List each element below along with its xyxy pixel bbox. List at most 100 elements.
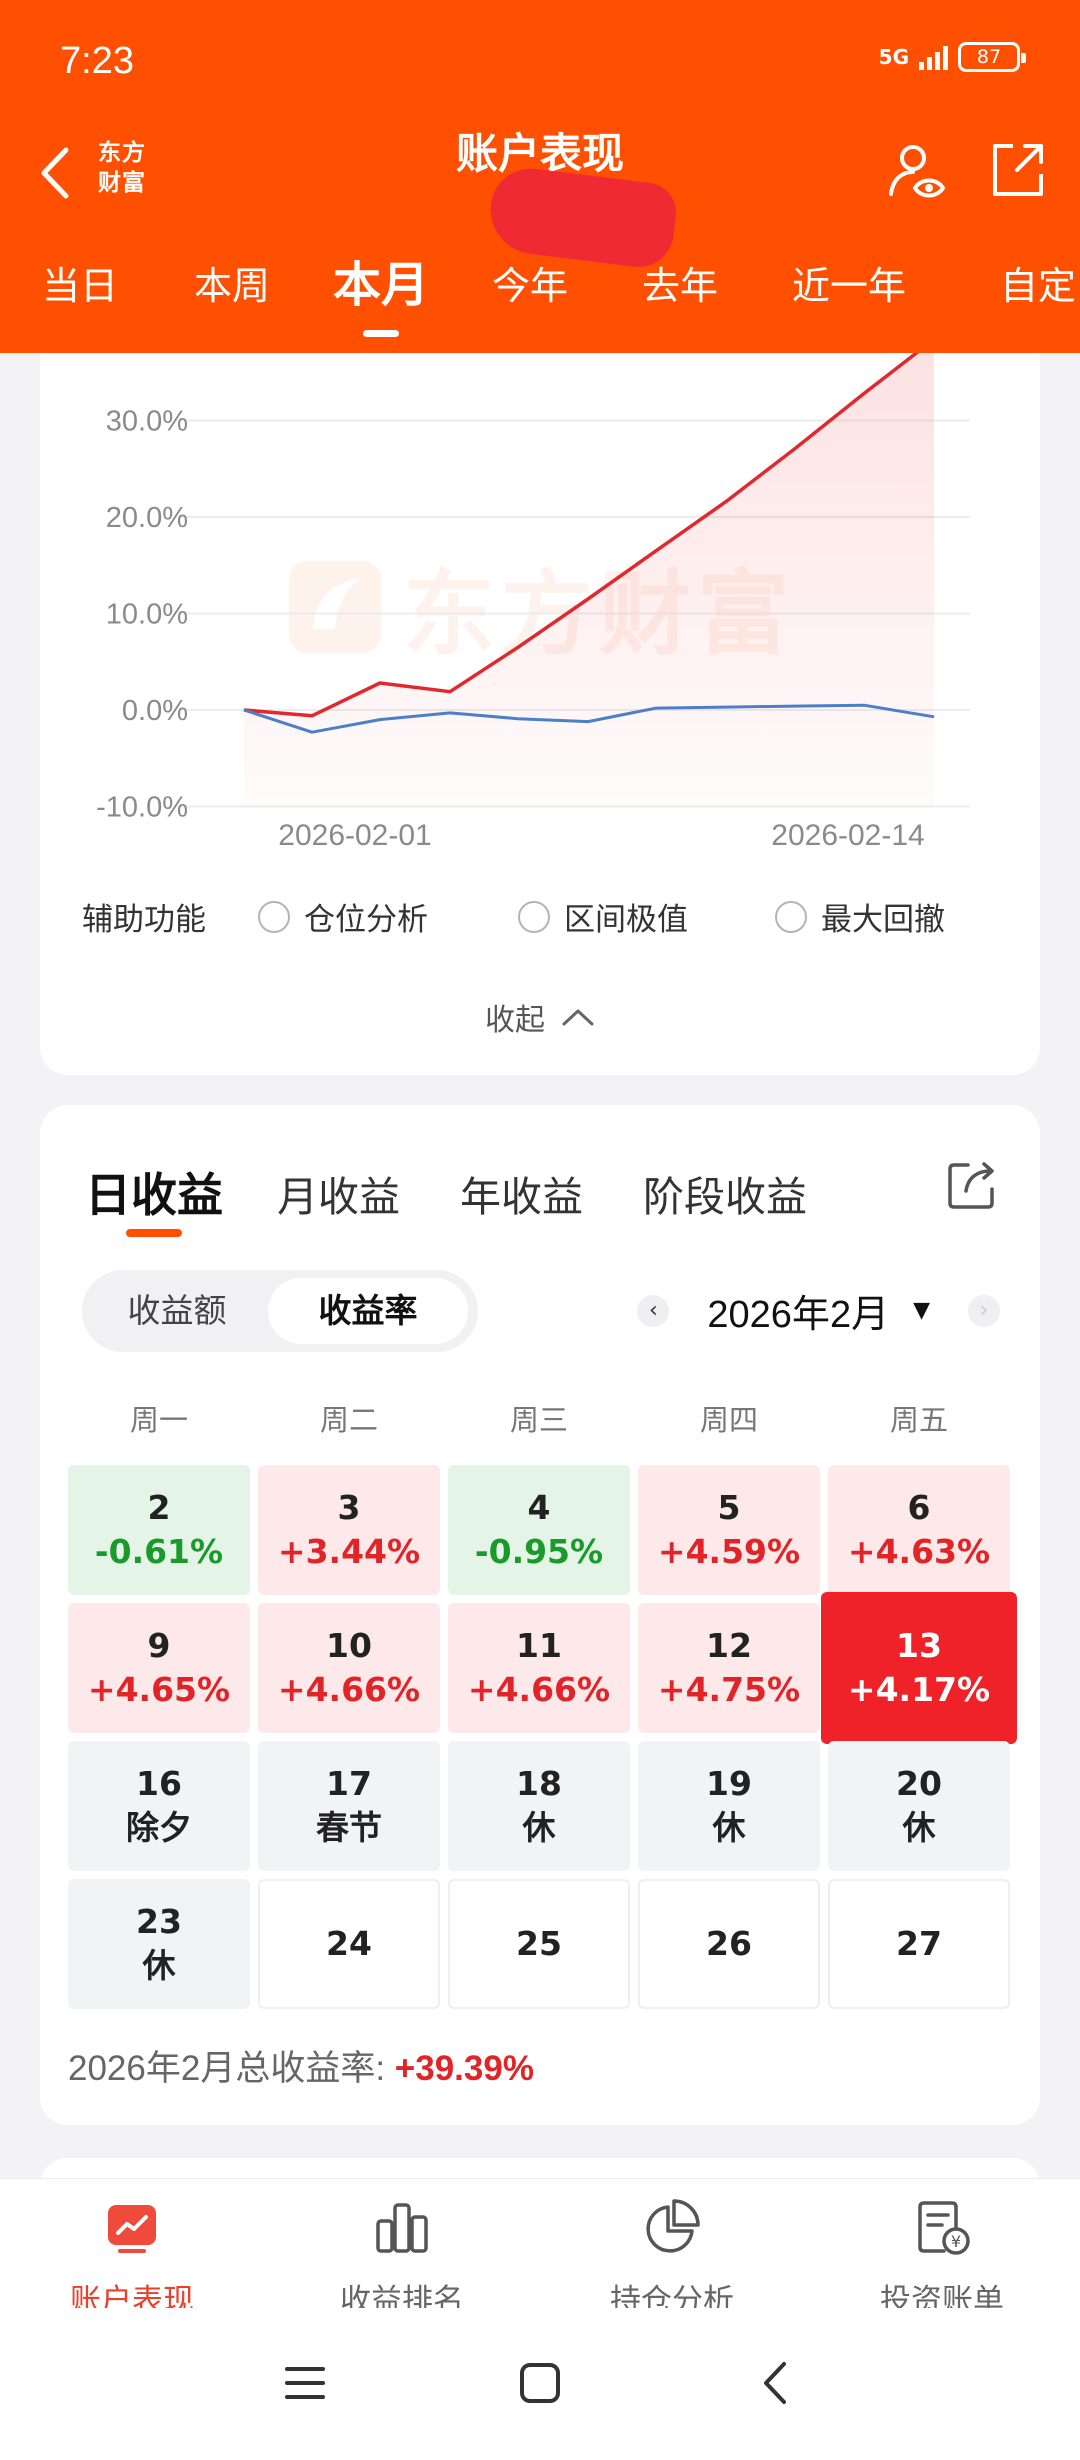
data-point — [587, 721, 589, 723]
tab-daily-returns[interactable]: 日收益 — [85, 1159, 223, 1237]
weekday-label: 周三 — [509, 1403, 568, 1437]
tab-today[interactable]: 当日 — [42, 264, 119, 308]
return-line-chart[interactable]: 30.0% 20.0% 10.0% 0.0% -10.0% 2026-02-01 2026-… — [40, 300, 1040, 860]
data-point — [725, 501, 727, 503]
brand-logo: 东方 财富 — [92, 138, 152, 198]
month-total: 2026年2月总收益率: +39.39% — [68, 2040, 534, 2091]
next-month-button[interactable]: › — [968, 1294, 1000, 1327]
caret-down-icon[interactable]: ▼ — [913, 1298, 930, 1323]
calendar-day-cell[interactable]: 11 +4.66% — [448, 1603, 630, 1733]
y-tick-label: 10.0% — [106, 599, 188, 631]
returns-card: 日收益 月收益 年收益 阶段收益 收益额 收益率 ‹ 2026年2月 ▼ › 周… — [40, 1105, 1040, 2125]
calendar-day-cell[interactable]: 19 休 — [638, 1741, 820, 1871]
prev-month-button[interactable]: ‹ — [637, 1294, 670, 1327]
calendar-day-number: 25 — [516, 1924, 562, 1963]
tab-this-month[interactable]: 本月 — [333, 245, 429, 337]
tab-custom[interactable]: 自定 — [1000, 264, 1077, 308]
menu-button[interactable] — [275, 2353, 335, 2413]
weekday-header: 周一 周二 周三 周四 周五 — [68, 1397, 1018, 1437]
calendar-day-cell[interactable]: 10 +4.66% — [258, 1603, 440, 1733]
option-position-analysis[interactable]: 仓位分析 — [258, 894, 428, 939]
back-arrow-icon — [764, 2362, 786, 2404]
tab-recent-year[interactable]: 近一年 — [792, 264, 907, 308]
data-point — [449, 712, 451, 714]
calendar-day-cell[interactable]: 17 春节 — [258, 1741, 440, 1871]
calendar-day-number: 20 — [896, 1764, 942, 1803]
calendar-day-cell[interactable]: 16 除夕 — [68, 1741, 250, 1871]
option-range-extremes[interactable]: 区间极值 — [518, 894, 688, 939]
calendar-day-cell[interactable]: 9 +4.65% — [68, 1603, 250, 1733]
calendar-day-cell[interactable]: 27 — [828, 1879, 1010, 2009]
month-label[interactable]: 2026年2月 — [707, 1294, 890, 1336]
calendar-day-cell[interactable]: 13 +4.17% — [821, 1592, 1017, 1744]
share-button[interactable] — [982, 130, 1052, 210]
calendar-day-number: 17 — [326, 1764, 372, 1803]
tab-yearly-returns[interactable]: 年收益 — [460, 1173, 583, 1221]
data-point — [655, 550, 657, 552]
calendar-day-value: -0.61% — [94, 1532, 224, 1571]
calendar-day-cell[interactable]: 24 — [258, 1879, 440, 2009]
y-tick-label: 20.0% — [106, 502, 188, 534]
calendar-day-cell[interactable]: 26 — [638, 1879, 820, 2009]
option-label: 区间极值 — [564, 902, 688, 938]
brand-line-1: 东方 — [98, 140, 146, 166]
nav-holdings-analysis[interactable]: 持仓分析 — [572, 2197, 772, 2320]
nav-account-performance[interactable]: 账户表现 — [32, 2197, 232, 2320]
radio-icon[interactable] — [775, 900, 807, 933]
toggle-amount[interactable]: 收益额 — [127, 1291, 227, 1330]
calendar-day-cell[interactable]: 20 休 — [828, 1741, 1010, 1871]
status-time: 7:23 — [60, 40, 134, 82]
account-view-button[interactable] — [882, 130, 952, 210]
calendar-day-cell[interactable]: 6 +4.63% — [828, 1465, 1010, 1595]
data-point — [243, 709, 245, 711]
returns-share-button[interactable] — [944, 1155, 1002, 1213]
assist-functions: 辅助功能 仓位分析 区间极值 最大回撤 — [40, 888, 1040, 948]
battery-icon: 87 — [958, 42, 1026, 72]
tab-this-year[interactable]: 今年 — [492, 264, 569, 308]
assist-title: 辅助功能 — [82, 902, 206, 938]
svg-text:¥: ¥ — [951, 2232, 961, 2251]
nav-investment-bill[interactable]: ¥ 投资账单 — [842, 2197, 1042, 2320]
calendar-day-number: 6 — [907, 1488, 931, 1527]
calendar-day-number: 10 — [326, 1626, 372, 1665]
toggle-rate[interactable]: 收益率 — [268, 1278, 468, 1344]
option-max-drawdown[interactable]: 最大回撤 — [775, 894, 945, 939]
tab-this-week[interactable]: 本周 — [194, 264, 271, 308]
calendar-day-cell[interactable]: 2 -0.61% — [68, 1465, 250, 1595]
calendar-day-cell[interactable]: 23 休 — [68, 1879, 250, 2009]
calendar-day-cell[interactable]: 18 休 — [448, 1741, 630, 1871]
collapse-button[interactable]: 收起 — [40, 995, 1040, 1039]
calendar-day-value: 春节 — [316, 1808, 382, 1847]
calendar-day-cell[interactable]: 5 +4.59% — [638, 1465, 820, 1595]
home-button[interactable] — [510, 2353, 570, 2413]
radio-icon[interactable] — [518, 900, 550, 933]
calendar-day-value: +3.44% — [277, 1532, 421, 1571]
signal-icon — [919, 44, 948, 70]
calendar-day-cell[interactable]: 4 -0.95% — [448, 1465, 630, 1595]
calendar-day-number: 24 — [326, 1924, 372, 1963]
data-point — [793, 705, 795, 707]
calendar-day-cell[interactable]: 12 +4.75% — [638, 1603, 820, 1733]
tab-monthly-returns[interactable]: 月收益 — [277, 1173, 400, 1221]
calendar-day-value: +4.66% — [467, 1670, 611, 1709]
calendar-day-value: +4.75% — [657, 1670, 801, 1709]
weekday-label: 周二 — [319, 1403, 378, 1437]
system-nav-bar — [0, 2308, 1080, 2460]
data-point — [725, 706, 727, 708]
tab-period-returns[interactable]: 阶段收益 — [643, 1173, 807, 1221]
calendar-day-number: 23 — [136, 1902, 182, 1941]
calendar-day-cell[interactable]: 25 — [448, 1879, 630, 2009]
nav-returns-ranking[interactable]: 收益排名 — [302, 2197, 502, 2320]
bottom-nav: 账户表现 收益排名 持仓分析 ¥ 投资账单 — [0, 2178, 1080, 2319]
calendar-day-value: +4.63% — [847, 1532, 991, 1571]
calendar-day-value: 休 — [522, 1808, 556, 1847]
back-button[interactable] — [30, 138, 80, 208]
calendar-day-value: 除夕 — [126, 1808, 192, 1847]
chevron-up-icon — [562, 1009, 594, 1026]
calendar-day-value: 休 — [712, 1808, 746, 1847]
system-back-button[interactable] — [745, 2353, 805, 2413]
radio-icon[interactable] — [258, 900, 290, 933]
tab-last-year[interactable]: 去年 — [642, 264, 719, 308]
calendar-day-cell[interactable]: 3 +3.44% — [258, 1465, 440, 1595]
data-point — [863, 704, 865, 706]
